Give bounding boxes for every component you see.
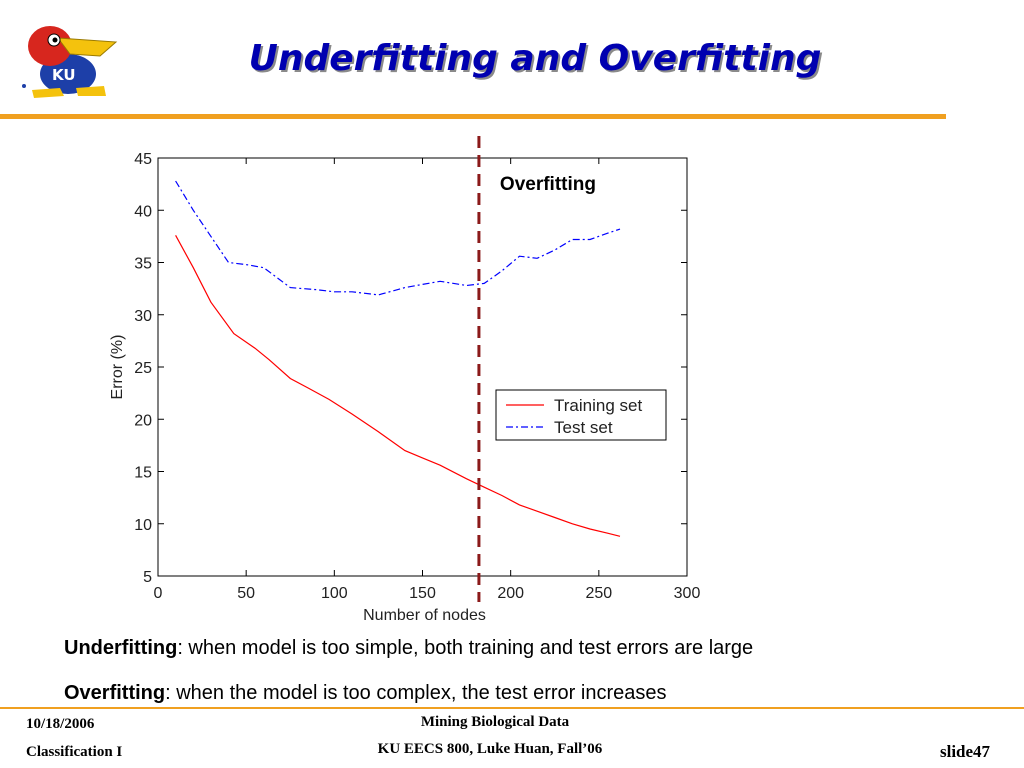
overfitting-annotation: Overfitting xyxy=(500,174,596,195)
legend-training-label: Training set xyxy=(554,396,642,415)
x-tick-label: 250 xyxy=(585,585,612,602)
y-tick-label: 15 xyxy=(134,465,152,482)
x-tick-label: 150 xyxy=(409,585,436,602)
y-tick-label: 10 xyxy=(134,517,152,534)
y-tick-label: 25 xyxy=(134,360,152,377)
training-set-line xyxy=(175,235,621,537)
test-set-line xyxy=(175,180,621,296)
slide-title: Underfitting and Overfitting xyxy=(248,38,822,79)
x-axis-label: Number of nodes xyxy=(363,607,486,624)
underfitting-note: Underfitting: when model is too simple, … xyxy=(64,637,753,660)
y-tick-label: 30 xyxy=(134,308,152,325)
x-tick-label: 100 xyxy=(321,585,348,602)
logo-text: KU xyxy=(52,66,76,84)
error-vs-nodes-chart: 0 50 100 150 200 250 300 5 10 15 20 25 30 35 40 45 Numbe… xyxy=(109,136,701,624)
legend-box xyxy=(495,389,667,441)
footer-course-line1: Mining Biological Data xyxy=(420,714,570,730)
footer-divider xyxy=(0,707,1024,709)
y-tick-label: 40 xyxy=(134,203,152,220)
jayhawk-logo: KU xyxy=(22,26,118,98)
plot-area xyxy=(157,157,688,577)
footer-date: 10/18/2006 xyxy=(26,716,95,732)
y-tick-label: 20 xyxy=(134,412,152,429)
x-tick-label: 50 xyxy=(237,585,255,602)
y-tick-label: 35 xyxy=(134,256,152,273)
footer-course-line2: KU EECS 800, Luke Huan, Fall’06 xyxy=(377,741,603,757)
y-axis-label: Error (%) xyxy=(109,335,126,400)
slide-number: slide47 xyxy=(940,742,991,761)
overfitting-term: Overfitting xyxy=(64,682,166,704)
title-divider xyxy=(0,114,946,119)
y-tick-label: 5 xyxy=(143,569,152,586)
x-tick-label: 0 xyxy=(154,585,163,602)
underfitting-text: : when model is too simple, both trainin… xyxy=(177,637,754,659)
legend-test-label: Test set xyxy=(554,418,613,437)
overfitting-note: Overfitting: when the model is too compl… xyxy=(64,682,666,705)
footer-topic: Classification I xyxy=(26,744,123,760)
x-tick-label: 300 xyxy=(674,585,701,602)
y-tick-label: 45 xyxy=(134,151,152,168)
underfitting-term: Underfitting xyxy=(64,637,178,659)
overfitting-text: : when the model is too complex, the tes… xyxy=(165,682,667,704)
x-tick-label: 200 xyxy=(497,585,524,602)
